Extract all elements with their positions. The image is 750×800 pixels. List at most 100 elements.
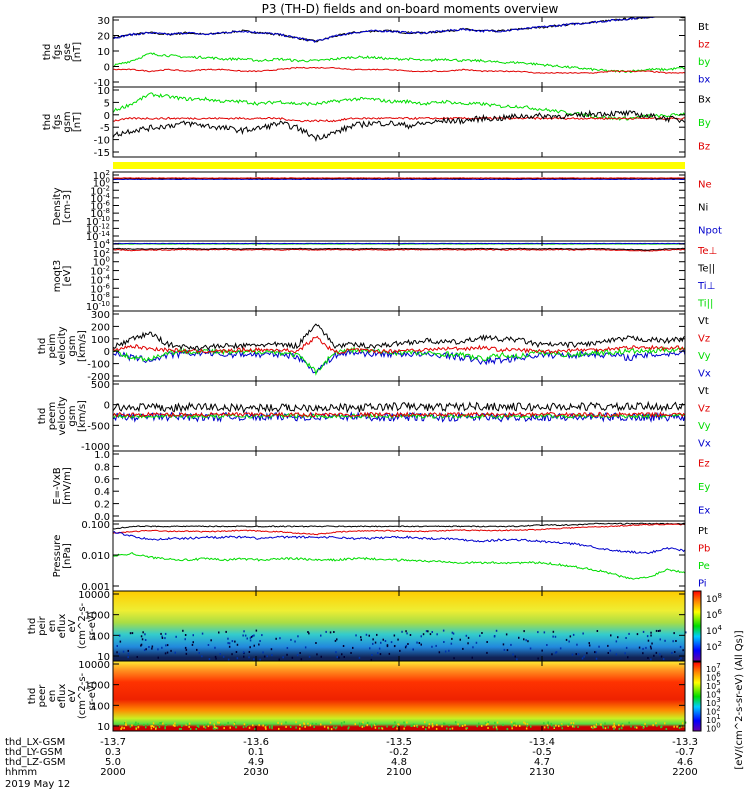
y-axis-label: Pressure[nPa]	[52, 535, 73, 578]
spectrogram-speckle	[259, 640, 261, 642]
y-tick-label: 10-2	[90, 184, 110, 197]
spectrogram-speckle	[277, 721, 279, 724]
spectrogram-speckle	[299, 652, 301, 654]
spectrogram-speckle	[150, 727, 153, 730]
ephem-value: 4.9	[248, 757, 264, 768]
y-tick-label: 100	[91, 631, 110, 642]
legend-Pi: Pi	[698, 578, 707, 589]
legend-Te||: Te||	[697, 263, 715, 274]
spectrogram-speckle	[136, 656, 138, 658]
spectrogram-speckle	[140, 635, 143, 638]
spectrogram-speckle	[572, 722, 575, 725]
spectrogram-speckle	[271, 654, 273, 657]
y-tick-label: -500	[87, 421, 110, 432]
spectrogram-speckle	[278, 658, 280, 661]
spectrogram-speckle	[443, 722, 445, 725]
spectrogram-speckle	[636, 633, 639, 636]
spectrogram-speckle	[294, 640, 296, 643]
spectrogram-speckle	[634, 726, 636, 729]
spectrogram-speckle	[265, 727, 267, 730]
spectrogram-speckle	[604, 722, 606, 725]
spectrogram-speckle	[379, 653, 382, 656]
spectrogram-speckle	[602, 725, 604, 728]
y-tick-label: -10	[94, 136, 110, 147]
spectrogram-speckle	[384, 640, 387, 642]
ephem-value: 4.6	[677, 757, 693, 768]
spectrogram-speckle	[212, 727, 215, 730]
spectrogram-speckle	[475, 641, 478, 644]
ephem-value: 2130	[529, 767, 554, 778]
spectrogram-speckle	[551, 724, 553, 727]
spectrogram-speckle	[268, 725, 271, 728]
spectrogram-speckle	[329, 631, 332, 634]
ephem-value: -13.5	[386, 737, 412, 748]
spectrogram-speckle	[409, 634, 412, 636]
ephem-value: -13.3	[672, 737, 698, 748]
spectrogram-speckle	[651, 642, 653, 645]
spectrogram-speckle	[249, 639, 252, 642]
spectrogram-speckle	[338, 656, 340, 659]
spectrogram-speckle	[552, 635, 554, 638]
spectrogram-speckle	[495, 629, 498, 632]
spectrogram-speckle	[645, 646, 647, 649]
spectrogram-speckle	[303, 722, 306, 725]
spectrogram-speckle	[153, 725, 155, 728]
spectrogram-speckle	[118, 634, 121, 637]
colorbar-bottom-tick: 106	[706, 671, 721, 683]
spectrogram-speckle	[413, 725, 416, 727]
spectrogram-speckle	[537, 631, 539, 634]
spectrogram-speckle	[462, 647, 464, 650]
y-tick-label: 10-12	[86, 222, 110, 235]
ephem-value: 4.7	[534, 757, 550, 768]
y-tick-label: 10-2	[90, 265, 110, 278]
spectrogram-speckle	[308, 655, 311, 658]
spectrogram-speckle	[233, 722, 236, 725]
spectrogram-speckle	[363, 725, 365, 728]
spectrogram-speckle	[547, 726, 549, 729]
spectrogram-speckle	[304, 646, 307, 649]
panel-10: 10000 1000 100 10 thdpeerenefluxeV(cm^2-s-sr…	[27, 660, 687, 733]
spectrogram-speckle	[644, 722, 646, 725]
spectrogram-speckle	[330, 728, 333, 731]
spectrogram-speckle	[561, 723, 563, 726]
spectrogram-speckle	[297, 635, 299, 638]
quality-flag-bar	[113, 162, 685, 169]
spectrogram-speckle	[182, 629, 184, 632]
spectrogram-speckle	[393, 724, 395, 727]
y-tick-label: 0.6	[94, 475, 110, 486]
spectrogram-speckle	[652, 724, 654, 727]
spectrogram-speckle	[552, 630, 555, 633]
legend-Npot: Npot	[698, 226, 722, 237]
spectrogram-speckle	[650, 631, 652, 634]
spectrogram-speckle	[188, 722, 191, 725]
spectrogram-speckle	[646, 725, 648, 728]
spectrogram-speckle	[278, 727, 280, 730]
legend-Pe: Pe	[698, 561, 710, 572]
spectrogram-speckle	[374, 641, 377, 644]
spectrogram-speckle	[242, 634, 244, 637]
spectrogram-speckle	[575, 653, 577, 656]
spectrogram-speckle	[195, 728, 197, 730]
spectrogram-speckle	[662, 658, 665, 661]
spectrogram-speckle	[336, 655, 338, 658]
y-tick-label: -5	[100, 123, 110, 134]
spectrogram-speckle	[674, 651, 676, 653]
spectrogram-speckle	[425, 630, 428, 633]
spectrogram-speckle	[296, 654, 299, 657]
spectrogram-speckle	[543, 726, 546, 729]
legend-Vy: Vy	[698, 351, 711, 362]
spectrogram-speckle	[137, 726, 140, 729]
y-tick-label: 0.2	[94, 500, 110, 511]
spectrogram-speckle	[227, 637, 229, 640]
y-tick-label: 0.4	[94, 487, 110, 498]
spectrogram-speckle	[560, 724, 563, 727]
legend-Bz: Bz	[698, 141, 710, 152]
y-tick-label: 0	[104, 63, 110, 74]
y-tick-label: -15	[94, 148, 110, 159]
spectrogram-speckle	[525, 639, 527, 642]
spectrogram-speckle	[164, 652, 167, 655]
colorbar-bottom-tick: 101	[706, 713, 721, 725]
spectrogram-speckle	[185, 648, 188, 651]
spectrogram-speckle	[550, 722, 552, 725]
